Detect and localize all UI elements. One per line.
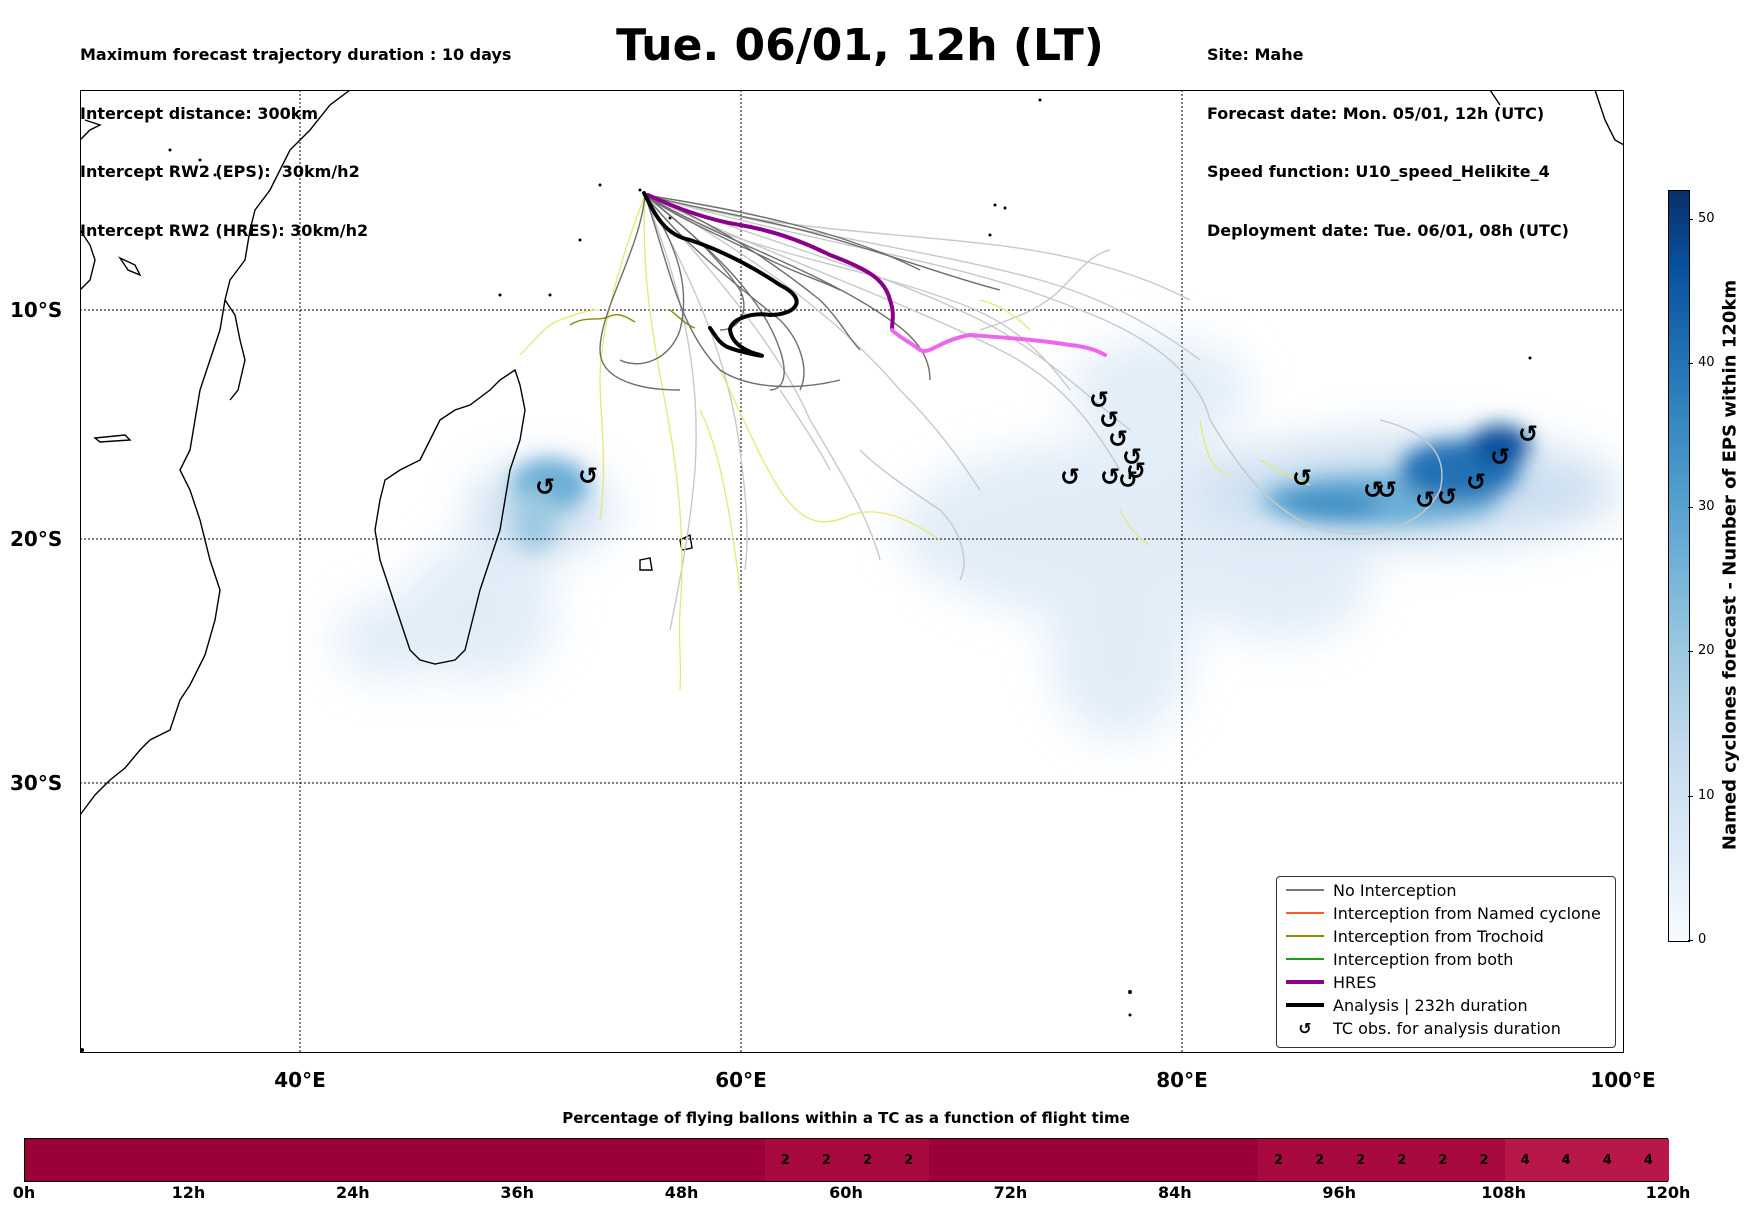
timeline-segment: 2 2 2 2 2 2 bbox=[1258, 1139, 1505, 1181]
timeline-tick: 72h bbox=[993, 1183, 1028, 1202]
cyclone-density-field bbox=[335, 340, 1620, 740]
legend-item-both: Interception from both bbox=[1285, 948, 1513, 970]
svg-text:↺: ↺ bbox=[1122, 443, 1142, 471]
timeline-tick: 120h bbox=[1645, 1183, 1691, 1202]
timeline-value: 2 bbox=[862, 1153, 872, 1168]
timeline-tick: 60h bbox=[829, 1183, 863, 1202]
info-forecast-date: Forecast date: Mon. 05/01, 12h (UTC) bbox=[1207, 103, 1545, 123]
info-max-duration: Maximum forecast trajectory duration : 1… bbox=[80, 45, 512, 64]
timeline-segment: 2 2 2 2 bbox=[764, 1139, 930, 1181]
info-deployment-date: Deployment date: Tue. 06/01, 08h (UTC) bbox=[1207, 220, 1569, 240]
trajectory-map[interactable]: ↺ ↺ ↺ ↺ ↺ ↺ ↺ ↺ ↺ ↺ ↺ ↺ ↺ ↺ ↺ ↺ ↺ ↺ bbox=[80, 90, 1624, 1053]
timeline-tick: 12h bbox=[171, 1183, 206, 1202]
map-legend: No Interception Interception from Named … bbox=[1276, 876, 1616, 1048]
svg-text:↺: ↺ bbox=[1099, 406, 1119, 434]
lat-label-10s: 10°S bbox=[10, 298, 63, 322]
info-speed-function: Speed function: U10_speed_Helikite_4 bbox=[1207, 162, 1550, 181]
lon-label-100e: 100°E bbox=[1590, 1068, 1656, 1092]
eps-dark-tracks bbox=[599, 194, 1001, 391]
timeline-value: 4 bbox=[1602, 1153, 1612, 1168]
svg-text:↺: ↺ bbox=[1100, 463, 1120, 491]
timeline-value: 4 bbox=[1561, 1153, 1571, 1168]
timeline-value: 2 bbox=[1479, 1153, 1489, 1168]
colorbar bbox=[1668, 190, 1690, 942]
timeline-tick: 24h bbox=[335, 1183, 370, 1202]
info-intercept-hres: Intercept RW2 (HRES): 30km/h2 bbox=[80, 220, 369, 240]
legend-item-analysis: Analysis | 232h duration bbox=[1285, 994, 1528, 1016]
cyclone-symbol-icon: ↺ bbox=[1298, 1018, 1312, 1038]
purple-line-icon bbox=[1286, 980, 1324, 984]
timeline-value: 2 bbox=[821, 1153, 831, 1168]
page-title: Tue. 06/01, 12h (LT) bbox=[616, 20, 1104, 71]
svg-text:↺: ↺ bbox=[1108, 425, 1128, 453]
svg-text:↺: ↺ bbox=[1292, 464, 1312, 492]
timeline-title: Percentage of flying ballons within a TC… bbox=[562, 1109, 1130, 1127]
svg-text:↺: ↺ bbox=[1518, 420, 1538, 448]
colorbar-label: Named cyclones forecast - Number of EPS … bbox=[1719, 279, 1741, 851]
svg-text:↺: ↺ bbox=[1466, 468, 1486, 496]
timeline-tick: 48h bbox=[664, 1183, 699, 1202]
colorbar-tick: 10 bbox=[1688, 788, 1715, 803]
timeline-value: 2 bbox=[1438, 1153, 1448, 1168]
legend-item-no-interception: No Interception bbox=[1285, 879, 1457, 901]
svg-text:↺: ↺ bbox=[535, 473, 555, 501]
info-intercept-distance: Intercept distance: 300km bbox=[80, 103, 319, 123]
legend-item-tc-obs: ↺ TC obs. for analysis duration bbox=[1298, 1018, 1561, 1038]
timeline-segment: 4 4 4 4 bbox=[1504, 1139, 1669, 1181]
colorbar-tick: 0 bbox=[1687, 932, 1706, 947]
orange-line-icon bbox=[1286, 912, 1324, 914]
gray-line-icon bbox=[1286, 889, 1324, 891]
info-site: Site: Mahe bbox=[1207, 45, 1304, 64]
svg-text:↺: ↺ bbox=[1490, 443, 1510, 471]
green-line-icon bbox=[1286, 958, 1324, 960]
svg-text:↺: ↺ bbox=[1060, 463, 1080, 491]
svg-text:↺: ↺ bbox=[1377, 476, 1397, 504]
info-intercept-eps: Intercept RW2 (EPS): 30km/h2 bbox=[80, 162, 360, 181]
colorbar-tick: 50 bbox=[1688, 211, 1715, 226]
timeline-value: 4 bbox=[1643, 1153, 1653, 1168]
timeline-tick: 0h bbox=[12, 1183, 36, 1202]
header-right-info: Site: Mahe Forecast date: Mon. 05/01, 12… bbox=[1207, 6, 1569, 260]
timeline-value: 2 bbox=[1356, 1153, 1366, 1168]
eps-trochoid-tracks bbox=[569, 309, 696, 329]
black-line-icon bbox=[1286, 1003, 1324, 1007]
tc-observations: ↺ ↺ ↺ ↺ ↺ ↺ ↺ ↺ ↺ ↺ ↺ ↺ ↺ ↺ ↺ ↺ ↺ ↺ bbox=[535, 386, 1538, 514]
svg-text:↺: ↺ bbox=[1089, 386, 1109, 414]
svg-text:↺: ↺ bbox=[1118, 466, 1138, 494]
svg-text:↺: ↺ bbox=[1415, 486, 1435, 514]
svg-text:↺: ↺ bbox=[1126, 457, 1146, 485]
coastlines bbox=[80, 90, 1624, 816]
timeline-value: 2 bbox=[1273, 1153, 1284, 1168]
olive-line-icon bbox=[1286, 935, 1324, 937]
timeline-tick: 96h bbox=[1322, 1183, 1357, 1202]
timeline-value: 2 bbox=[904, 1153, 914, 1168]
colorbar-tick: 20 bbox=[1688, 643, 1715, 658]
graticule bbox=[80, 90, 1624, 1053]
lon-label-40e: 40°E bbox=[274, 1068, 326, 1092]
legend-item-named-cyclone: Interception from Named cyclone bbox=[1285, 902, 1601, 924]
timeline-value: 2 bbox=[1397, 1153, 1407, 1168]
svg-text:↺: ↺ bbox=[578, 462, 598, 490]
timeline-value: 4 bbox=[1520, 1153, 1530, 1168]
timeline-tick: 36h bbox=[500, 1183, 535, 1202]
eps-yellow-tracks bbox=[519, 194, 1311, 691]
colorbar-tick: 40 bbox=[1688, 355, 1715, 370]
lat-label-20s: 20°S bbox=[10, 527, 63, 551]
analysis-track bbox=[642, 191, 799, 358]
lon-label-60e: 60°E bbox=[715, 1068, 767, 1092]
svg-text:↺: ↺ bbox=[1437, 483, 1457, 511]
timeline-tick: 108h bbox=[1481, 1183, 1526, 1202]
lat-label-30s: 30°S bbox=[10, 771, 63, 795]
svg-text:↺: ↺ bbox=[1363, 476, 1383, 504]
timeline-value: 2 bbox=[780, 1153, 790, 1168]
colorbar-tick: 30 bbox=[1688, 499, 1715, 514]
hres-track bbox=[646, 193, 1107, 357]
tc-percentage-timeline: 2 2 2 2 2 2 2 2 2 2 4 4 4 4 bbox=[24, 1138, 1669, 1182]
legend-item-trochoid: Interception from Trochoid bbox=[1285, 925, 1544, 947]
header-left-info: Maximum forecast trajectory duration : 1… bbox=[80, 6, 511, 260]
timeline-value: 2 bbox=[1315, 1153, 1325, 1168]
timeline-tick: 84h bbox=[1157, 1183, 1192, 1202]
lon-label-80e: 80°E bbox=[1156, 1068, 1208, 1092]
legend-item-hres: HRES bbox=[1285, 971, 1376, 993]
